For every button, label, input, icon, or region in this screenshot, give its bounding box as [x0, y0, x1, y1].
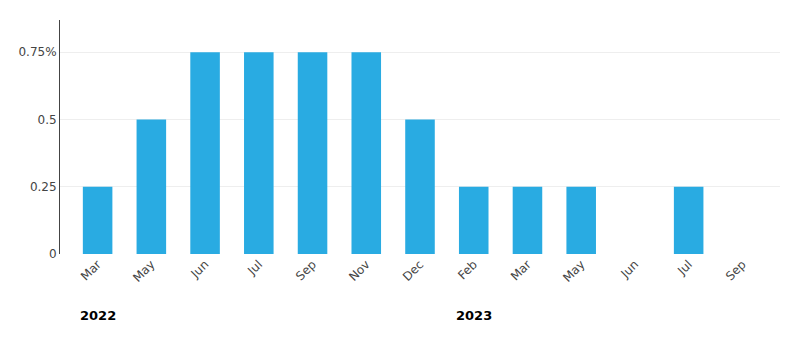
svg-text:May: May [560, 257, 587, 284]
svg-text:Mar: Mar [78, 257, 104, 283]
svg-text:Jun: Jun [188, 257, 212, 281]
svg-text:2022: 2022 [80, 308, 116, 323]
svg-text:0.25: 0.25 [30, 180, 57, 194]
svg-text:0.75%: 0.75% [18, 45, 56, 59]
svg-text:May: May [130, 257, 157, 284]
svg-text:Sep: Sep [293, 257, 319, 283]
svg-text:Sep: Sep [723, 257, 749, 283]
svg-text:0.5: 0.5 [38, 113, 57, 127]
svg-text:Dec: Dec [400, 257, 426, 283]
svg-text:Jul: Jul [674, 257, 695, 278]
svg-text:Mar: Mar [508, 257, 534, 283]
svg-text:Jul: Jul [244, 257, 265, 278]
svg-text:2023: 2023 [456, 308, 492, 323]
svg-text:Jun: Jun [617, 257, 641, 281]
svg-text:Nov: Nov [346, 257, 372, 283]
svg-text:Feb: Feb [455, 257, 480, 282]
svg-text:0: 0 [49, 247, 57, 261]
